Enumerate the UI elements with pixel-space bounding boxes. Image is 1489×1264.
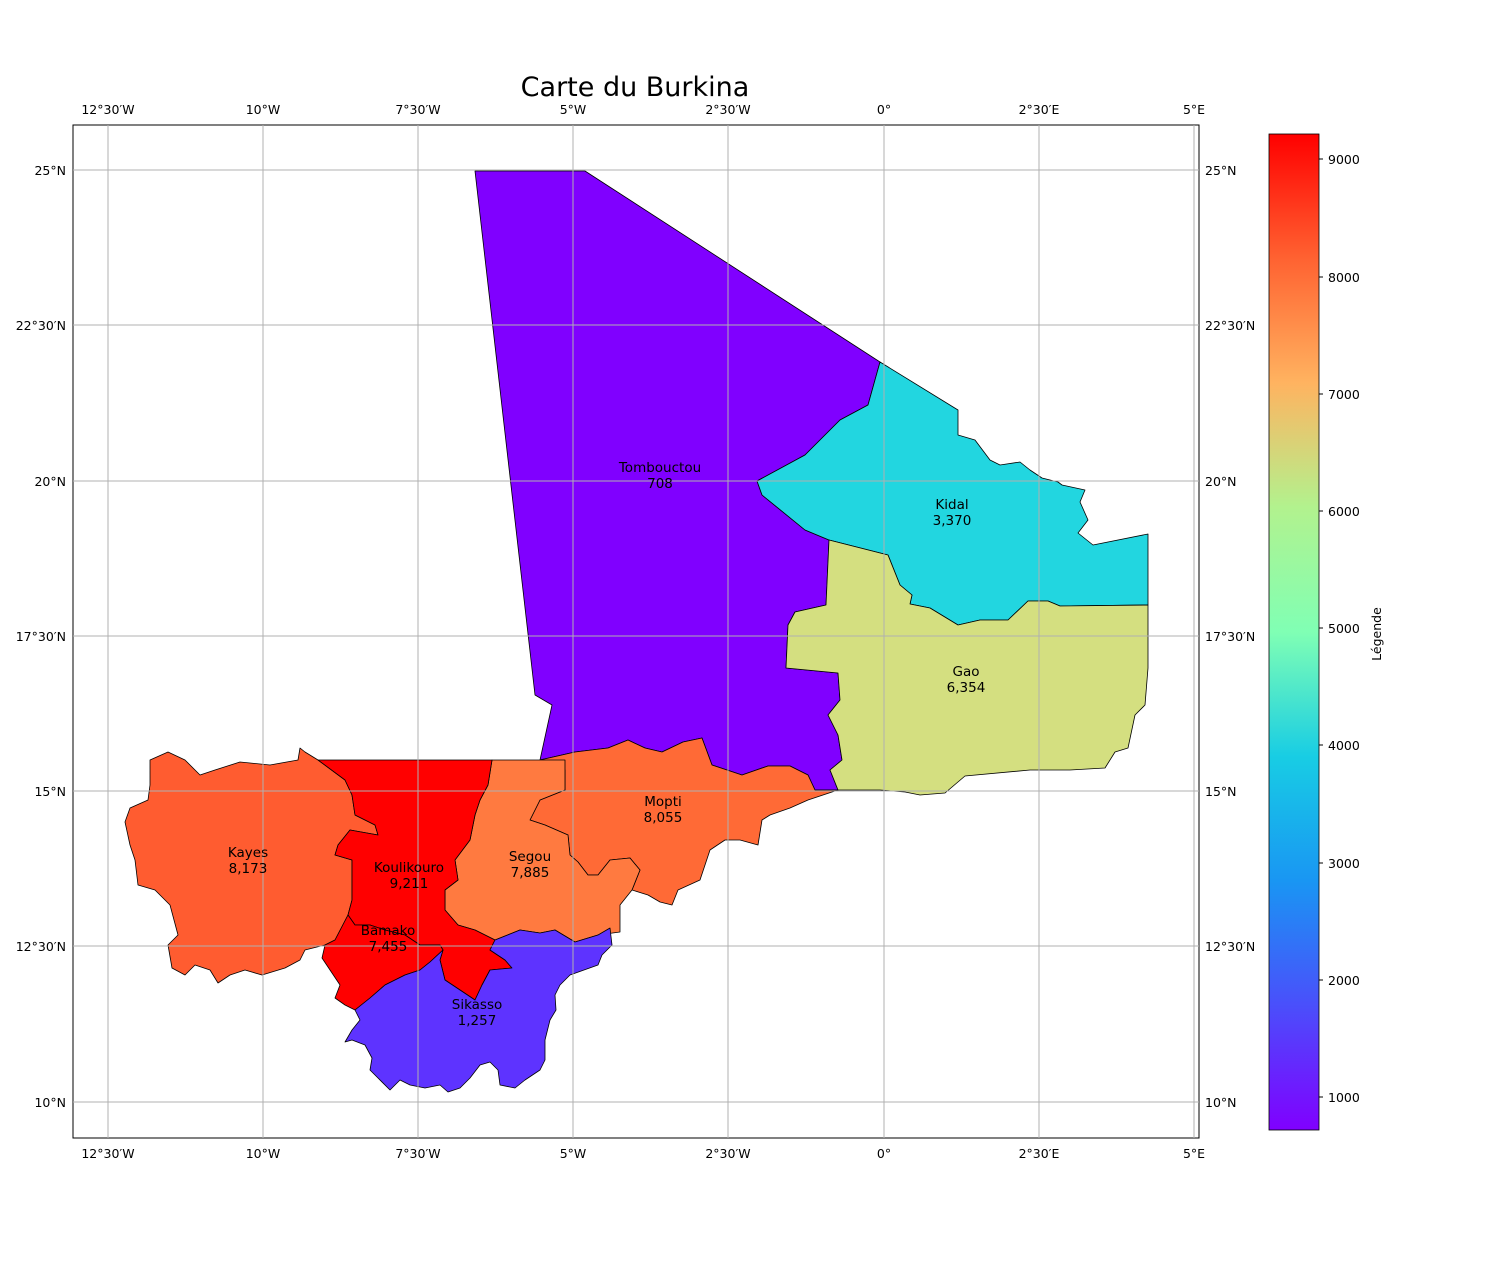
y-tick-right: 20°N	[1205, 474, 1237, 489]
x-ticks-bottom: 12°30′W 10°W 7°30′W 5°W 2°30′W 0° 2°30′E…	[81, 1146, 1205, 1161]
label-koulikouro-name: Koulikouro	[374, 860, 444, 876]
label-gao-value: 6,354	[947, 680, 986, 696]
label-bamako-value: 7,455	[369, 939, 408, 955]
x-tick-bottom: 0°	[877, 1146, 891, 1161]
x-tick-bottom: 12°30′W	[81, 1146, 134, 1161]
label-gao-name: Gao	[953, 664, 980, 680]
y-ticks-left: 25°N 22°30′N 20°N 17°30′N 15°N 12°30′N 1…	[16, 163, 66, 1110]
x-tick-bottom: 2°30′W	[705, 1146, 750, 1161]
x-tick-top: 12°30′W	[81, 102, 134, 117]
label-mopti-name: Mopti	[644, 794, 682, 810]
y-tick-right: 25°N	[1205, 163, 1237, 178]
x-tick-top: 7°30′W	[395, 102, 440, 117]
label-bamako-name: Bamako	[361, 923, 416, 939]
y-tick-right: 22°30′N	[1205, 318, 1255, 333]
label-segou-name: Segou	[509, 849, 551, 865]
colorbar-tick: 8000	[1328, 270, 1360, 285]
x-tick-bottom: 2°30′E	[1019, 1146, 1060, 1161]
colorbar-tick: 1000	[1328, 1090, 1360, 1105]
y-tick-left: 25°N	[34, 163, 66, 178]
colorbar-tick: 3000	[1328, 856, 1360, 871]
y-tick-right: 15°N	[1205, 784, 1237, 799]
colorbar: 1000 2000 3000 4000 5000 6000 7000 8000 …	[1268, 133, 1384, 1131]
y-tick-left: 15°N	[34, 784, 66, 799]
label-segou-value: 7,885	[511, 865, 550, 881]
y-tick-right: 10°N	[1205, 1095, 1237, 1110]
region-labels: Tombouctou 708 Kidal 3,370 Gao 6,354 Mop…	[228, 460, 985, 1029]
y-tick-right: 17°30′N	[1205, 629, 1255, 644]
y-tick-left: 12°30′N	[16, 939, 66, 954]
label-kayes-name: Kayes	[228, 845, 268, 861]
x-tick-top: 5°E	[1183, 102, 1205, 117]
x-tick-bottom: 7°30′W	[395, 1146, 440, 1161]
label-kidal-value: 3,370	[933, 513, 972, 529]
colorbar-tick: 2000	[1328, 973, 1360, 988]
colorbar-gradient	[1268, 133, 1320, 1131]
region-gao[interactable]	[785, 539, 1149, 796]
label-sikasso-name: Sikasso	[452, 997, 503, 1013]
x-tick-top: 2°30′E	[1019, 102, 1060, 117]
y-ticks-right: 25°N 22°30′N 20°N 17°30′N 15°N 12°30′N 1…	[1205, 163, 1255, 1110]
x-tick-bottom: 5°W	[560, 1146, 587, 1161]
x-tick-bottom: 5°E	[1183, 1146, 1205, 1161]
label-tombouctou-name: Tombouctou	[618, 460, 701, 476]
y-tick-left: 20°N	[34, 474, 66, 489]
colorbar-tick: 4000	[1328, 738, 1360, 753]
y-tick-left: 10°N	[34, 1095, 66, 1110]
x-tick-top: 0°	[877, 102, 891, 117]
x-tick-top: 10°W	[246, 102, 281, 117]
x-ticks-top: 12°30′W 10°W 7°30′W 5°W 2°30′W 0° 2°30′E…	[81, 102, 1205, 117]
label-mopti-value: 8,055	[644, 810, 683, 826]
colorbar-tick: 7000	[1328, 387, 1360, 402]
label-koulikouro-value: 9,211	[390, 876, 429, 892]
y-tick-left: 17°30′N	[16, 629, 66, 644]
x-tick-top: 2°30′W	[705, 102, 750, 117]
x-tick-bottom: 10°W	[246, 1146, 281, 1161]
graticule	[73, 125, 1199, 1138]
colorbar-tick: 5000	[1328, 621, 1360, 636]
y-tick-right: 12°30′N	[1205, 939, 1255, 954]
x-tick-top: 5°W	[560, 102, 587, 117]
map-title: Carte du Burkina	[521, 72, 750, 103]
colorbar-label: Légende	[1369, 607, 1384, 661]
region-sikasso[interactable]	[344, 927, 613, 1093]
colorbar-tick: 6000	[1328, 504, 1360, 519]
colorbar-tick: 9000	[1328, 152, 1360, 167]
label-sikasso-value: 1,257	[458, 1013, 497, 1029]
label-tombouctou-value: 708	[647, 476, 673, 492]
y-tick-left: 22°30′N	[16, 318, 66, 333]
label-kidal-name: Kidal	[935, 497, 968, 513]
label-kayes-value: 8,173	[229, 861, 268, 877]
